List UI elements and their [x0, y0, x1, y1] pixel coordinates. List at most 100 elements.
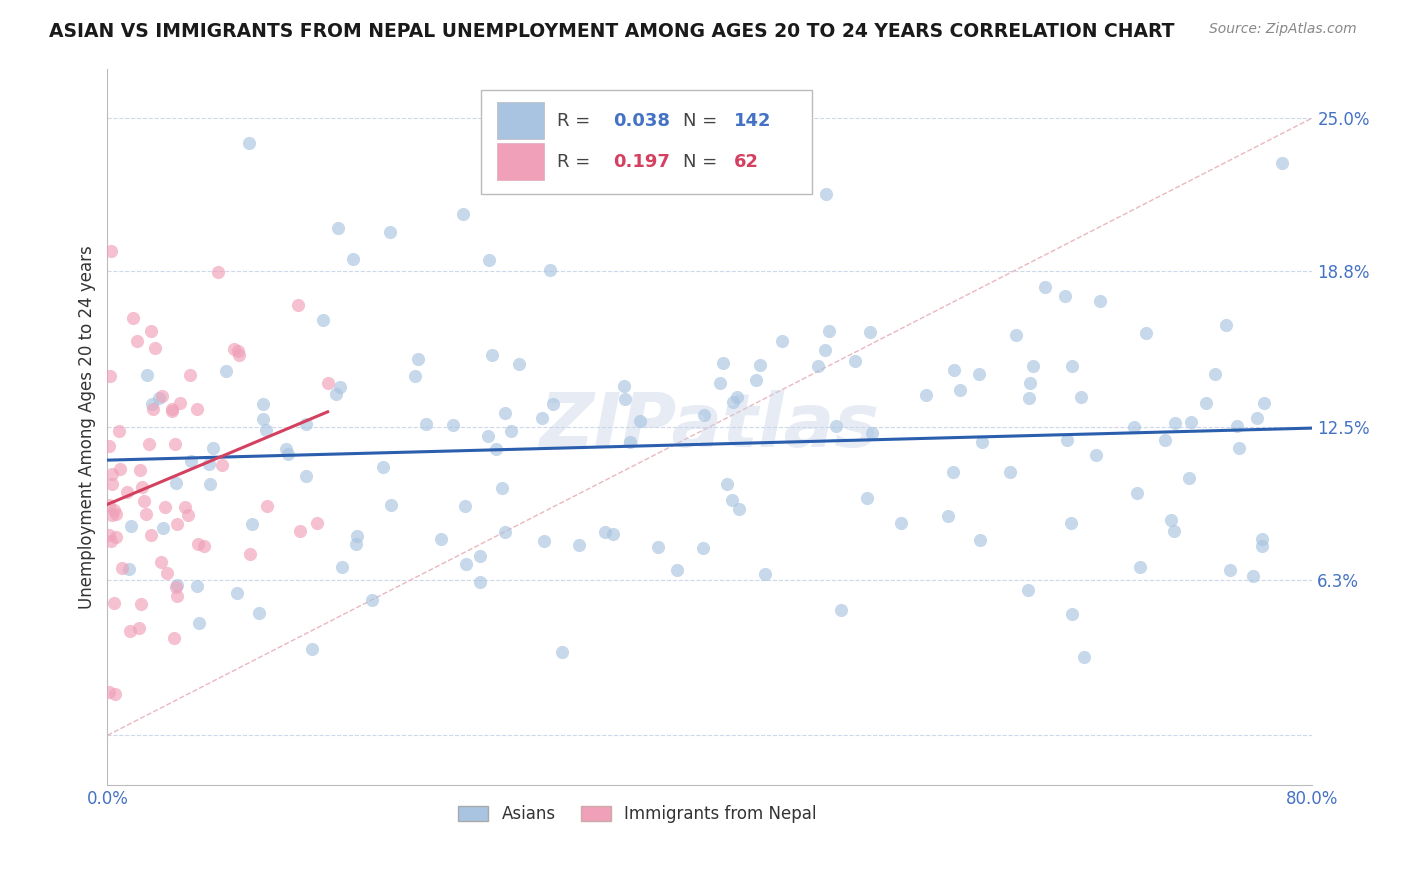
Point: [186, 579, 208, 593]
Point: [108, 424, 131, 438]
Point: [1022, 359, 1045, 373]
Point: [228, 348, 250, 362]
Point: [860, 426, 883, 441]
Point: [166, 516, 188, 531]
Point: [342, 252, 364, 266]
Point: [1177, 471, 1199, 485]
Point: [1062, 359, 1084, 373]
Point: [817, 324, 839, 338]
Point: [494, 524, 516, 539]
Point: [135, 368, 157, 383]
Point: [1241, 568, 1264, 582]
Point: [770, 334, 793, 348]
Point: [711, 355, 734, 369]
Point: [294, 417, 316, 432]
Point: [294, 468, 316, 483]
Point: [938, 509, 960, 524]
Point: [156, 566, 179, 581]
Point: [541, 397, 564, 411]
Point: [276, 442, 298, 456]
Point: [316, 376, 339, 391]
Point: [148, 391, 170, 405]
Point: [1125, 485, 1147, 500]
Point: [177, 508, 200, 522]
Point: [346, 529, 368, 543]
Point: [127, 334, 149, 348]
Point: [100, 244, 122, 258]
Point: [859, 325, 882, 339]
Point: [301, 642, 323, 657]
Point: [207, 265, 229, 279]
Point: [312, 313, 335, 327]
Point: [166, 590, 188, 604]
Point: [593, 525, 616, 540]
Point: [238, 136, 260, 150]
Point: [1018, 376, 1040, 390]
Point: [478, 253, 501, 268]
Point: [723, 394, 745, 409]
Point: [1056, 434, 1078, 448]
Point: [179, 368, 201, 383]
Point: [508, 357, 530, 371]
Point: [142, 401, 165, 416]
Point: [1250, 539, 1272, 553]
Point: [252, 412, 274, 426]
Point: [330, 560, 353, 574]
Point: [468, 549, 491, 564]
Point: [538, 263, 561, 277]
Point: [494, 407, 516, 421]
Point: [163, 437, 186, 451]
Point: [1163, 524, 1185, 538]
Point: [1253, 396, 1275, 410]
Point: [326, 221, 349, 235]
Point: [485, 442, 508, 456]
Point: [226, 586, 249, 600]
Point: [949, 383, 972, 397]
Point: [814, 343, 837, 357]
Point: [163, 631, 186, 645]
Point: [128, 620, 150, 634]
Point: [160, 403, 183, 417]
Text: 142: 142: [734, 112, 772, 130]
Point: [825, 419, 848, 434]
Point: [104, 530, 127, 544]
Point: [692, 541, 714, 556]
Text: Source: ZipAtlas.com: Source: ZipAtlas.com: [1209, 22, 1357, 37]
Point: [373, 459, 395, 474]
Point: [129, 462, 152, 476]
Point: [187, 537, 209, 551]
Point: [1153, 433, 1175, 447]
Point: [139, 324, 162, 338]
Point: [104, 507, 127, 521]
Point: [533, 533, 555, 548]
Point: [256, 499, 278, 513]
Point: [1053, 289, 1076, 303]
Point: [122, 310, 145, 325]
Point: [141, 397, 163, 411]
Point: [855, 491, 877, 506]
Point: [666, 563, 689, 577]
Point: [1215, 318, 1237, 333]
Point: [103, 502, 125, 516]
Point: [129, 597, 152, 611]
Point: [103, 596, 125, 610]
Point: [97, 685, 120, 699]
Point: [139, 527, 162, 541]
Point: [1135, 326, 1157, 341]
Point: [1073, 649, 1095, 664]
Point: [288, 524, 311, 538]
Point: [118, 624, 141, 639]
Point: [1090, 294, 1112, 309]
Point: [1085, 448, 1108, 462]
Point: [98, 528, 121, 542]
Point: [135, 507, 157, 521]
Point: [943, 363, 966, 377]
Text: N =: N =: [683, 112, 724, 130]
Point: [115, 484, 138, 499]
Point: [380, 226, 402, 240]
Text: ASIAN VS IMMIGRANTS FROM NEPAL UNEMPLOYMENT AMONG AGES 20 TO 24 YEARS CORRELATIO: ASIAN VS IMMIGRANTS FROM NEPAL UNEMPLOYM…: [49, 22, 1174, 41]
Point: [1164, 417, 1187, 431]
Point: [239, 547, 262, 561]
Point: [101, 508, 124, 522]
Point: [406, 352, 429, 367]
